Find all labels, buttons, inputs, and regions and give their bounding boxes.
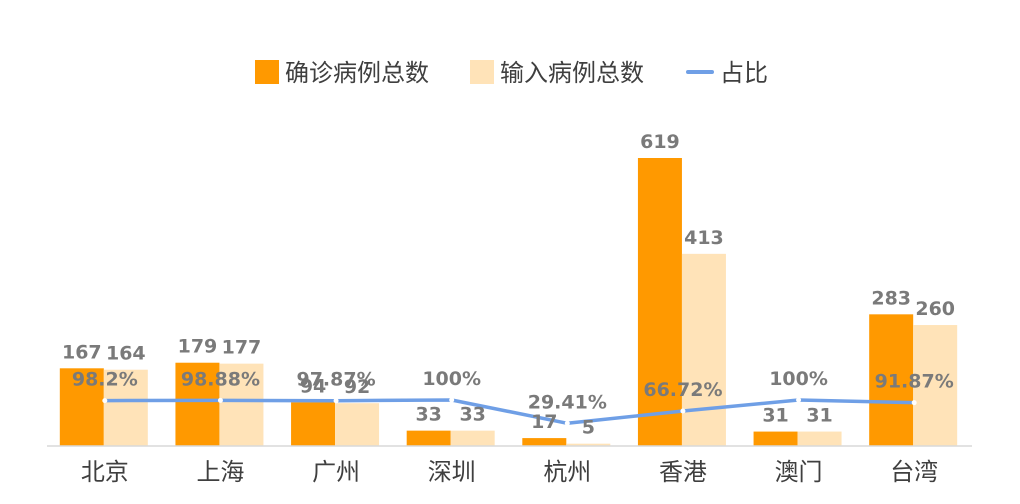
bar-imported-1	[219, 363, 264, 446]
ratio-line-layer	[102, 397, 917, 426]
bar-imported-6	[797, 431, 842, 446]
value-label-imported-0: 164	[106, 343, 146, 365]
legend-label-imported: 输入病例总数	[500, 59, 644, 87]
ratio-label-3: 100%	[422, 368, 481, 390]
legend-swatch-imported	[470, 60, 494, 84]
value-label-confirmed-4: 17	[531, 411, 557, 433]
value-label-imported-5: 413	[684, 227, 724, 249]
bar-confirmed-6	[753, 431, 798, 446]
value-label-confirmed-7: 283	[871, 287, 911, 309]
ratio-point-6	[796, 397, 802, 403]
category-labels: 北京 上海 广州 深圳 杭州 香港 澳门 台湾	[81, 458, 938, 486]
category-label-1: 上海	[196, 458, 244, 486]
value-label-confirmed-0: 167	[62, 341, 102, 363]
value-label-imported-1: 177	[222, 337, 262, 359]
category-label-5: 香港	[659, 458, 707, 486]
ratio-point-0	[102, 398, 108, 404]
legend: 确诊病例总数 输入病例总数 占比	[255, 59, 768, 87]
ratio-label-5: 66.72%	[643, 379, 722, 401]
bars-layer	[59, 158, 958, 446]
bar-confirmed-0	[59, 368, 104, 446]
ratio-point-3	[449, 397, 455, 403]
category-label-3: 深圳	[428, 458, 476, 486]
category-label-6: 澳门	[775, 458, 823, 486]
value-label-imported-7: 260	[915, 298, 955, 320]
ratio-point-1	[217, 397, 223, 403]
value-label-imported-3: 33	[459, 404, 485, 426]
value-label-confirmed-5: 619	[640, 131, 680, 153]
category-label-4: 杭州	[543, 458, 591, 486]
bar-confirmed-2	[291, 402, 336, 446]
bar-confirmed-4	[522, 438, 567, 446]
ratio-point-5	[680, 408, 686, 414]
bar-imported-0	[103, 369, 148, 446]
ratio-line	[104, 398, 915, 426]
category-label-2: 广州	[312, 458, 360, 486]
bar-imported-5	[681, 253, 726, 446]
ratio-label-0: 98.2%	[72, 369, 138, 391]
category-label-0: 北京	[81, 458, 129, 486]
ratio-label-7: 91.87%	[875, 371, 954, 393]
value-label-confirmed-6: 31	[762, 405, 788, 427]
ratio-point-4	[564, 420, 570, 426]
ratio-point-7	[911, 400, 917, 406]
value-label-imported-6: 31	[806, 405, 832, 427]
bar-confirmed-7	[869, 314, 914, 446]
labels-layer: 167 164 179 177 94 92 33 33 17 5 619 413 31 31 283 260 9…	[62, 131, 955, 439]
ratio-label-1: 98.88%	[181, 368, 260, 390]
legend-label-confirmed: 确诊病例总数	[285, 59, 429, 87]
bar-confirmed-3	[406, 430, 451, 446]
value-label-imported-4: 5	[582, 417, 595, 439]
bar-confirmed-1	[175, 362, 220, 446]
value-label-confirmed-3: 33	[415, 404, 441, 426]
value-label-confirmed-2: 94	[300, 375, 326, 397]
bar-imported-3	[450, 430, 495, 446]
bar-confirmed-5	[637, 158, 682, 446]
ratio-label-4: 29.41%	[528, 391, 607, 413]
category-label-7: 台湾	[890, 458, 938, 486]
ratio-point-2	[333, 398, 339, 404]
ratio-label-2: 97.87%	[296, 369, 375, 391]
value-label-imported-2: 92	[344, 376, 370, 398]
bar-imported-4	[566, 443, 611, 446]
bar-imported-7	[913, 325, 958, 446]
ratio-label-6: 100%	[769, 368, 828, 390]
bar-imported-2	[335, 403, 380, 446]
value-label-confirmed-1: 179	[178, 336, 218, 358]
legend-swatch-confirmed	[255, 60, 279, 84]
legend-label-ratio: 占比	[720, 59, 768, 87]
